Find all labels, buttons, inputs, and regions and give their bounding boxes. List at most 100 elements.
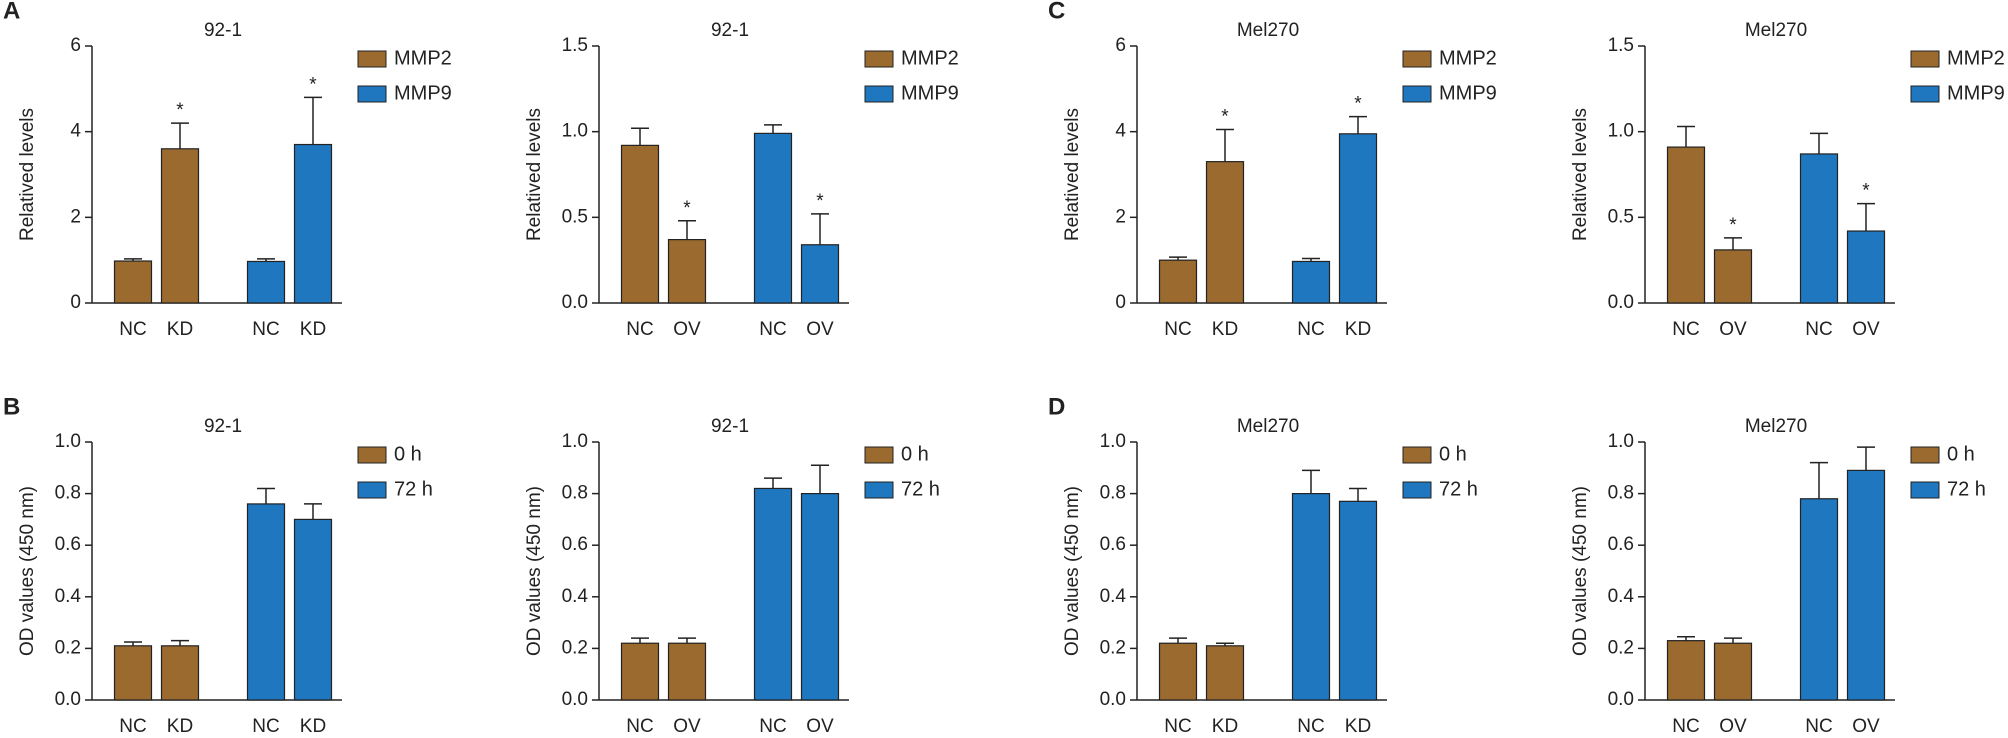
error-bar (1724, 237, 1742, 250)
x-tick-label: NC (1164, 319, 1191, 340)
y-tick-label: 6 (1115, 35, 1126, 56)
error-bar (811, 213, 829, 245)
error-bar (124, 641, 142, 646)
error-bar (304, 96, 322, 145)
x-tick-label: NC (759, 319, 786, 340)
bar (1666, 640, 1706, 701)
y-tick-label: 0.6 (1608, 534, 1634, 555)
error-bar (304, 503, 322, 520)
y-axis-label: Relatived levels (1570, 108, 1591, 241)
legend-label: MMP2 (1947, 47, 2005, 69)
legend-swatch (864, 481, 894, 499)
bar (1158, 259, 1198, 304)
y-tick-label: 0.6 (562, 534, 588, 555)
x-tick-label: KD (167, 716, 193, 737)
y-tick-label: 4 (1115, 121, 1126, 142)
y-tick-label: 0.8 (1608, 483, 1634, 504)
bar (753, 487, 793, 701)
error-bar (1857, 446, 1875, 471)
x-tick-label: KD (1212, 319, 1238, 340)
significance-mark: * (1729, 215, 1737, 236)
y-tick-label: 1.5 (1608, 35, 1634, 56)
significance-mark: * (176, 100, 184, 121)
bar (1846, 469, 1886, 701)
chart-title: Mel270 (1237, 416, 1299, 437)
x-tick-label: KD (1345, 716, 1371, 737)
y-tick-label: 1.0 (562, 431, 588, 452)
error-bar (631, 637, 649, 644)
bar (1713, 249, 1753, 304)
error-bar (1302, 257, 1320, 262)
chart-title: Mel270 (1745, 20, 1807, 41)
legend-label: 0 h (901, 443, 929, 465)
x-tick-label: KD (1345, 319, 1371, 340)
significance-mark: * (683, 198, 691, 219)
y-axis-label: Relatived levels (17, 108, 38, 241)
legend-swatch (1402, 50, 1432, 68)
x-tick-label: OV (1852, 319, 1880, 340)
legend-label: MMP2 (901, 47, 959, 69)
legend-swatch (357, 50, 387, 68)
bar (1291, 260, 1331, 304)
bar (293, 518, 333, 701)
y-tick-label: 1.0 (1608, 431, 1634, 452)
error-bar (1349, 115, 1367, 134)
error-bar (1216, 128, 1234, 162)
x-tick-label: KD (300, 319, 326, 340)
y-tick-label: 2 (70, 206, 81, 227)
error-bar (1677, 125, 1695, 148)
y-tick-label: 0.0 (562, 689, 588, 710)
bar (753, 132, 793, 304)
y-tick-label: 1.0 (562, 121, 588, 142)
bar (1338, 133, 1378, 304)
legend-label: 0 h (1439, 443, 1467, 465)
error-bar (257, 258, 275, 262)
bar (1205, 161, 1245, 304)
bar (1713, 642, 1753, 701)
error-bar (1810, 132, 1828, 154)
y-tick-label: 0.8 (1100, 483, 1126, 504)
legend-label: 72 h (1947, 478, 1986, 500)
chart-title: Mel270 (1237, 20, 1299, 41)
y-tick-label: 1.0 (55, 431, 81, 452)
error-bar (1724, 637, 1742, 644)
y-tick-label: 0.0 (1100, 689, 1126, 710)
y-tick-label: 0.4 (1100, 586, 1127, 607)
bar (1846, 230, 1886, 304)
y-tick-label: 0.2 (562, 637, 588, 658)
x-tick-label: NC (119, 319, 146, 340)
significance-mark: * (1354, 94, 1362, 115)
y-tick-label: 0.4 (55, 586, 82, 607)
legend-swatch (864, 50, 894, 68)
error-bar (631, 127, 649, 146)
chart-title: Mel270 (1745, 416, 1807, 437)
error-bar (257, 487, 275, 504)
bar (667, 239, 707, 304)
x-tick-label: OV (806, 716, 834, 737)
y-tick-label: 6 (70, 35, 81, 56)
x-tick-label: OV (1719, 319, 1747, 340)
x-tick-label: KD (300, 716, 326, 737)
bar (1666, 146, 1706, 304)
legend-label: 72 h (394, 478, 433, 500)
y-tick-label: 1.5 (562, 35, 588, 56)
panel-letter: A (3, 0, 20, 24)
error-bar (764, 124, 782, 134)
y-tick-label: 4 (70, 121, 81, 142)
x-tick-label: NC (1297, 319, 1324, 340)
error-bar (171, 122, 189, 149)
legend-label: MMP9 (394, 82, 452, 104)
x-tick-label: NC (626, 319, 653, 340)
legend-swatch (1910, 85, 1940, 103)
y-tick-label: 0.4 (562, 586, 589, 607)
error-bar (1677, 636, 1695, 641)
error-bar (1169, 256, 1187, 261)
panel-letter: D (1048, 393, 1065, 420)
legend-swatch (1402, 446, 1432, 464)
error-bar (764, 477, 782, 489)
error-bar (811, 464, 829, 494)
chart-title: 92-1 (204, 20, 242, 41)
bar (246, 260, 286, 304)
x-tick-label: NC (1805, 319, 1832, 340)
